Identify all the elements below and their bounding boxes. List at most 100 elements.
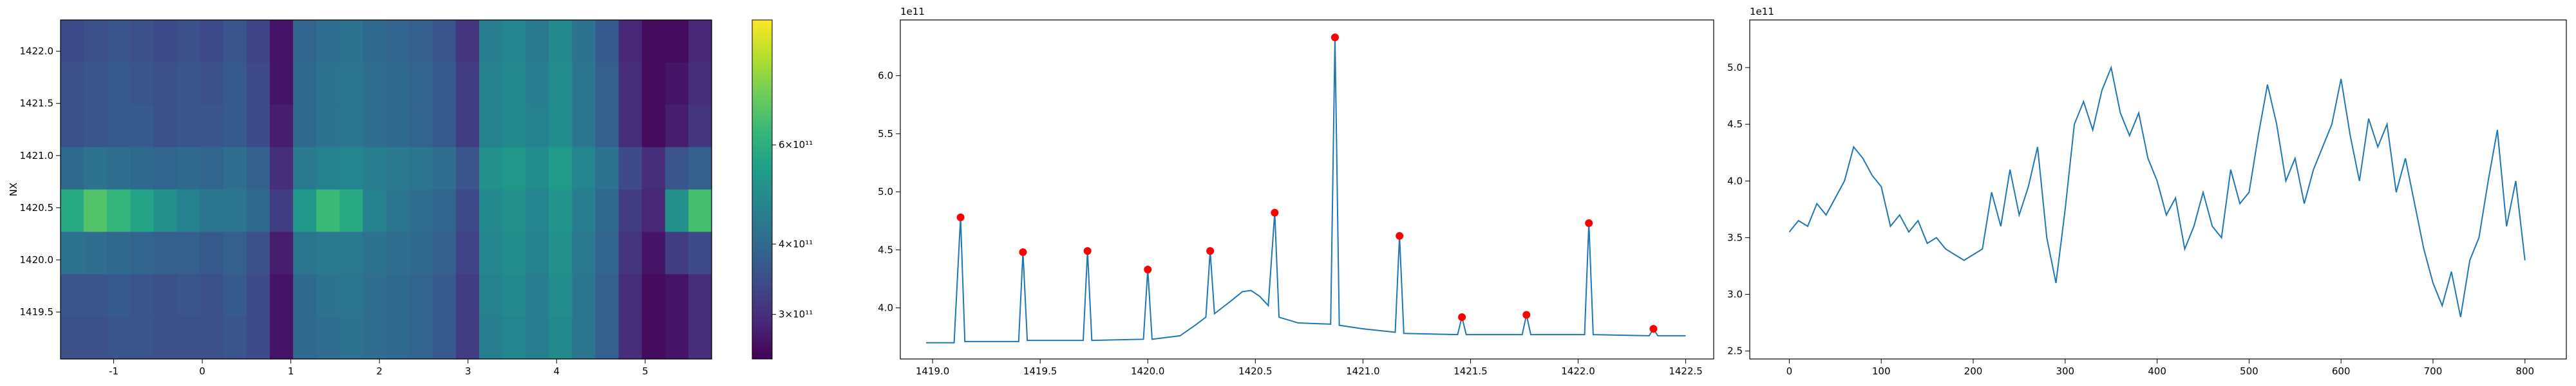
x-tick-label: 2 xyxy=(376,365,383,377)
heatmap-cell xyxy=(572,232,596,275)
heatmap-cell xyxy=(409,274,433,317)
heatmap-cell xyxy=(61,189,84,232)
heatmap-cell xyxy=(200,189,224,232)
heatmap-cell xyxy=(549,147,573,190)
heatmap-cell xyxy=(595,62,620,106)
heatmap-cell xyxy=(130,274,155,317)
heatmap-cell xyxy=(316,20,340,63)
heatmap-cell xyxy=(176,274,201,317)
heatmap-cell xyxy=(572,189,596,232)
heatmap-cell xyxy=(502,147,526,190)
heatmap-cell xyxy=(130,62,155,106)
heatmap-cell xyxy=(549,232,573,275)
y-tick-label: 5.0 xyxy=(1727,62,1743,73)
heatmap-cell xyxy=(363,62,387,106)
heatmap-cell xyxy=(455,232,480,275)
heatmap-cell xyxy=(223,232,247,275)
peak-marker xyxy=(1331,33,1339,42)
y-tick-label: 3.5 xyxy=(1727,232,1743,243)
peak-marker xyxy=(1458,313,1466,322)
heatmap-cell xyxy=(595,274,620,317)
heatmap-cell xyxy=(386,317,410,360)
heatmap-cell xyxy=(478,20,503,63)
heatmap-cell xyxy=(549,317,573,360)
y-tick-label: 1421.5 xyxy=(20,98,54,109)
heatmap-cell xyxy=(455,20,480,63)
heatmap-cell xyxy=(478,232,503,275)
heatmap-cell xyxy=(526,274,549,317)
y-tick-label: 4.5 xyxy=(1727,118,1743,130)
heatmap-cell xyxy=(526,317,549,360)
heatmap-cell xyxy=(502,317,526,360)
x-tick-label: 1420.0 xyxy=(1131,365,1165,377)
heatmap-cell xyxy=(455,147,480,190)
heatmap-cell xyxy=(641,62,666,106)
heatmap-cell xyxy=(269,62,294,106)
heatmap-cell xyxy=(688,62,712,106)
heatmap-cell xyxy=(339,189,363,232)
heatmap-cell xyxy=(246,189,270,232)
heatmap-cell xyxy=(339,274,363,317)
heatmap-cell xyxy=(316,274,340,317)
heatmap-cell xyxy=(153,317,178,360)
colorbar xyxy=(752,19,773,360)
heatmap-cell xyxy=(293,62,317,106)
heatmap-cell xyxy=(572,62,596,106)
heatmap-cell xyxy=(502,189,526,232)
heatmap-cell xyxy=(293,232,317,275)
heatmap-cell xyxy=(665,20,689,63)
heatmap-cell xyxy=(478,62,503,106)
heatmap-cell xyxy=(409,20,433,63)
heatmap-cell xyxy=(688,317,712,360)
y-tick-label: 1420.0 xyxy=(20,254,54,266)
y-tick-label: 3.0 xyxy=(1727,289,1743,300)
peak-marker xyxy=(1396,232,1404,240)
heatmap-cell xyxy=(61,104,84,148)
heatmap-cell xyxy=(549,20,573,63)
heatmap-cell xyxy=(153,147,178,190)
heatmap-cell xyxy=(432,62,457,106)
heatmap-cell xyxy=(432,189,457,232)
heatmap-cell xyxy=(618,189,643,232)
heatmap-cell xyxy=(153,20,178,63)
heatmap-cell xyxy=(363,232,387,275)
heatmap-cell xyxy=(688,274,712,317)
heatmap-cell xyxy=(618,147,643,190)
heatmap-cell xyxy=(502,274,526,317)
colorbar-tick-label: 6×10¹¹ xyxy=(779,139,813,151)
heatmap-cell xyxy=(293,189,317,232)
heatmap-cell xyxy=(107,104,131,148)
heatmap-cell xyxy=(84,232,108,275)
heatmap-cell xyxy=(386,147,410,190)
heatmap-cell xyxy=(176,147,201,190)
x-tick-label: 700 xyxy=(2424,365,2443,377)
heatmap-cell xyxy=(409,189,433,232)
heatmap-cell xyxy=(618,317,643,360)
heatmap-cell xyxy=(641,147,666,190)
heatmap-cell xyxy=(339,62,363,106)
y-tick-label: 5.0 xyxy=(878,186,893,198)
heatmap-cell xyxy=(455,62,480,106)
heatmap-cell xyxy=(572,147,596,190)
heatmap-cell xyxy=(549,189,573,232)
heatmap-cell xyxy=(409,232,433,275)
heatmap-cell xyxy=(386,189,410,232)
heatmap-cell xyxy=(107,274,131,317)
heatmap-cell xyxy=(61,232,84,275)
heatmap-cell xyxy=(641,104,666,148)
heatmap-cell xyxy=(130,232,155,275)
heatmap-cell xyxy=(339,232,363,275)
heatmap-cell xyxy=(246,274,270,317)
heatmap-cell xyxy=(549,274,573,317)
heatmap-cell xyxy=(316,62,340,106)
heatmap-cell xyxy=(61,62,84,106)
heatmap-cell xyxy=(316,147,340,190)
heatmap-cell xyxy=(316,317,340,360)
heatmap-cell xyxy=(502,232,526,275)
heatmap-cell xyxy=(665,232,689,275)
heatmap-cell xyxy=(269,104,294,148)
heatmap-cell xyxy=(478,317,503,360)
colorbar-tick-label: 4×10¹¹ xyxy=(779,238,813,250)
y-tick-label: 1420.5 xyxy=(20,202,54,214)
